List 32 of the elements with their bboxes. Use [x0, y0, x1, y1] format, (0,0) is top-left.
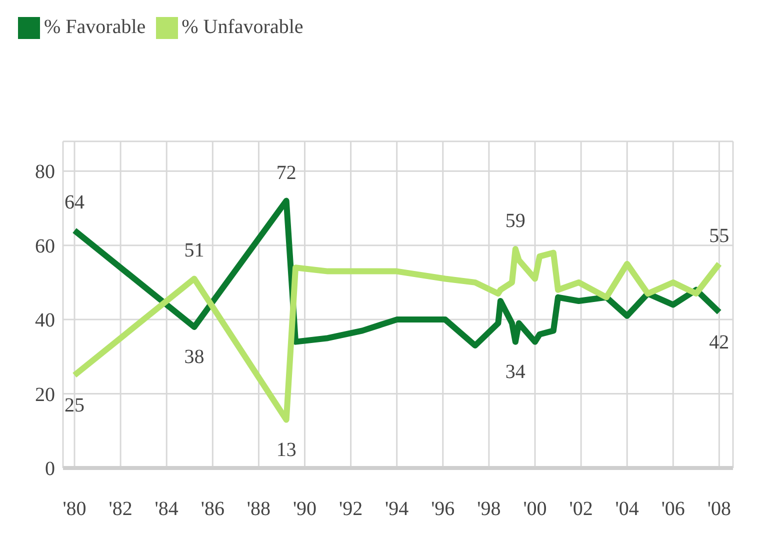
x-tick-label: '04: [615, 498, 639, 520]
y-tick-label: 0: [45, 458, 55, 480]
annotation: 13: [276, 438, 296, 461]
x-tick-label: '88: [246, 498, 271, 520]
annotation: 55: [709, 224, 730, 247]
x-tick-label: '90: [292, 498, 317, 520]
y-tick-label: 60: [35, 235, 55, 258]
y-tick-label: 20: [35, 384, 55, 406]
annotation: 72: [276, 162, 296, 184]
x-tick-label: '00: [523, 498, 547, 520]
x-tick-label: '94: [385, 498, 409, 520]
x-tick-label: '92: [338, 498, 363, 520]
x-tick-label: '82: [108, 498, 132, 520]
x-tick-label: '86: [200, 498, 224, 520]
x-tick-label: '96: [431, 498, 455, 520]
annotation: 59: [505, 210, 526, 232]
x-tick-label: '06: [661, 498, 685, 520]
x-tick-label: '02: [569, 498, 593, 520]
annotation: 51: [184, 240, 204, 262]
annotation: 38: [184, 346, 204, 368]
annotation: 42: [709, 331, 730, 354]
annotation: 64: [64, 191, 85, 214]
annotation: 25: [64, 394, 85, 416]
annotation: 34: [505, 361, 526, 384]
legend-label: % Favorable: [44, 16, 146, 38]
y-tick-label: 40: [35, 310, 55, 332]
x-tick-label: '84: [154, 498, 178, 520]
x-tick-label: '80: [62, 498, 86, 520]
legend-label: % Unfavorable: [182, 16, 304, 38]
x-tick-label: '98: [477, 498, 501, 520]
x-tick-label: '08: [707, 498, 731, 520]
y-tick-label: 80: [35, 161, 55, 184]
